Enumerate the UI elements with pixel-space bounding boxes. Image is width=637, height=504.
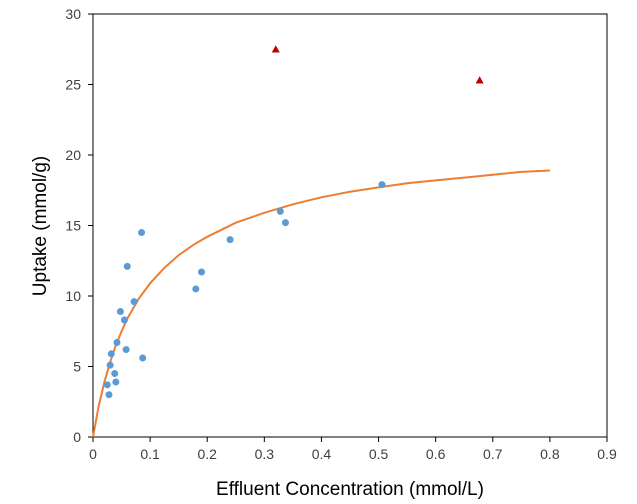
data-point	[281, 219, 289, 227]
y-axis-title: Uptake (mmol/g)	[30, 156, 51, 296]
data-point	[116, 308, 124, 316]
x-tick-label: 0.9	[597, 446, 617, 462]
data-point	[226, 236, 234, 244]
data-point	[123, 262, 131, 270]
plot-area	[92, 13, 608, 438]
series-layer	[92, 45, 550, 438]
data-point	[112, 378, 120, 386]
x-tick-label: 0.2	[197, 446, 217, 462]
data-point	[113, 339, 121, 347]
y-tick-label: 10	[65, 288, 81, 304]
x-axis-title: Effluent Concentration (mmol/L)	[216, 479, 484, 500]
data-point	[192, 285, 200, 293]
data-point	[107, 350, 115, 358]
y-tick-label: 25	[65, 77, 81, 93]
x-tick-label: 0.4	[312, 446, 332, 462]
x-tick-label: 0.8	[540, 446, 560, 462]
x-tick-label: 0.6	[426, 446, 446, 462]
data-point	[120, 316, 128, 324]
data-point	[130, 298, 138, 306]
y-tick-label: 0	[73, 429, 81, 445]
data-point	[138, 229, 146, 237]
x-tick-label: 0	[89, 446, 97, 462]
data-point	[378, 181, 386, 189]
y-axis-ticks: 0 5 10 15 20 25 30	[65, 6, 93, 445]
y-tick-label: 15	[65, 218, 81, 234]
x-axis-ticks: 0 0.1 0.2 0.3 0.4 0.5 0.6 0.7 0.8 0.9	[89, 437, 617, 462]
data-point	[122, 346, 130, 354]
x-tick-label: 0.7	[483, 446, 503, 462]
x-tick-label: 0.1	[140, 446, 160, 462]
fit-curve-line	[92, 169, 550, 438]
data-point	[106, 361, 114, 369]
y-tick-label: 5	[73, 359, 81, 375]
x-tick-label: 0.5	[369, 446, 389, 462]
data-point	[198, 268, 206, 276]
y-tick-label: 20	[65, 147, 81, 163]
triangle-point	[475, 76, 484, 84]
y-tick-label: 30	[65, 6, 81, 22]
data-point	[105, 391, 113, 399]
data-point	[103, 381, 111, 389]
data-point	[139, 354, 147, 362]
data-point	[276, 207, 284, 215]
data-point	[111, 370, 119, 378]
x-tick-label: 0.3	[255, 446, 275, 462]
triangle-point	[271, 45, 280, 53]
